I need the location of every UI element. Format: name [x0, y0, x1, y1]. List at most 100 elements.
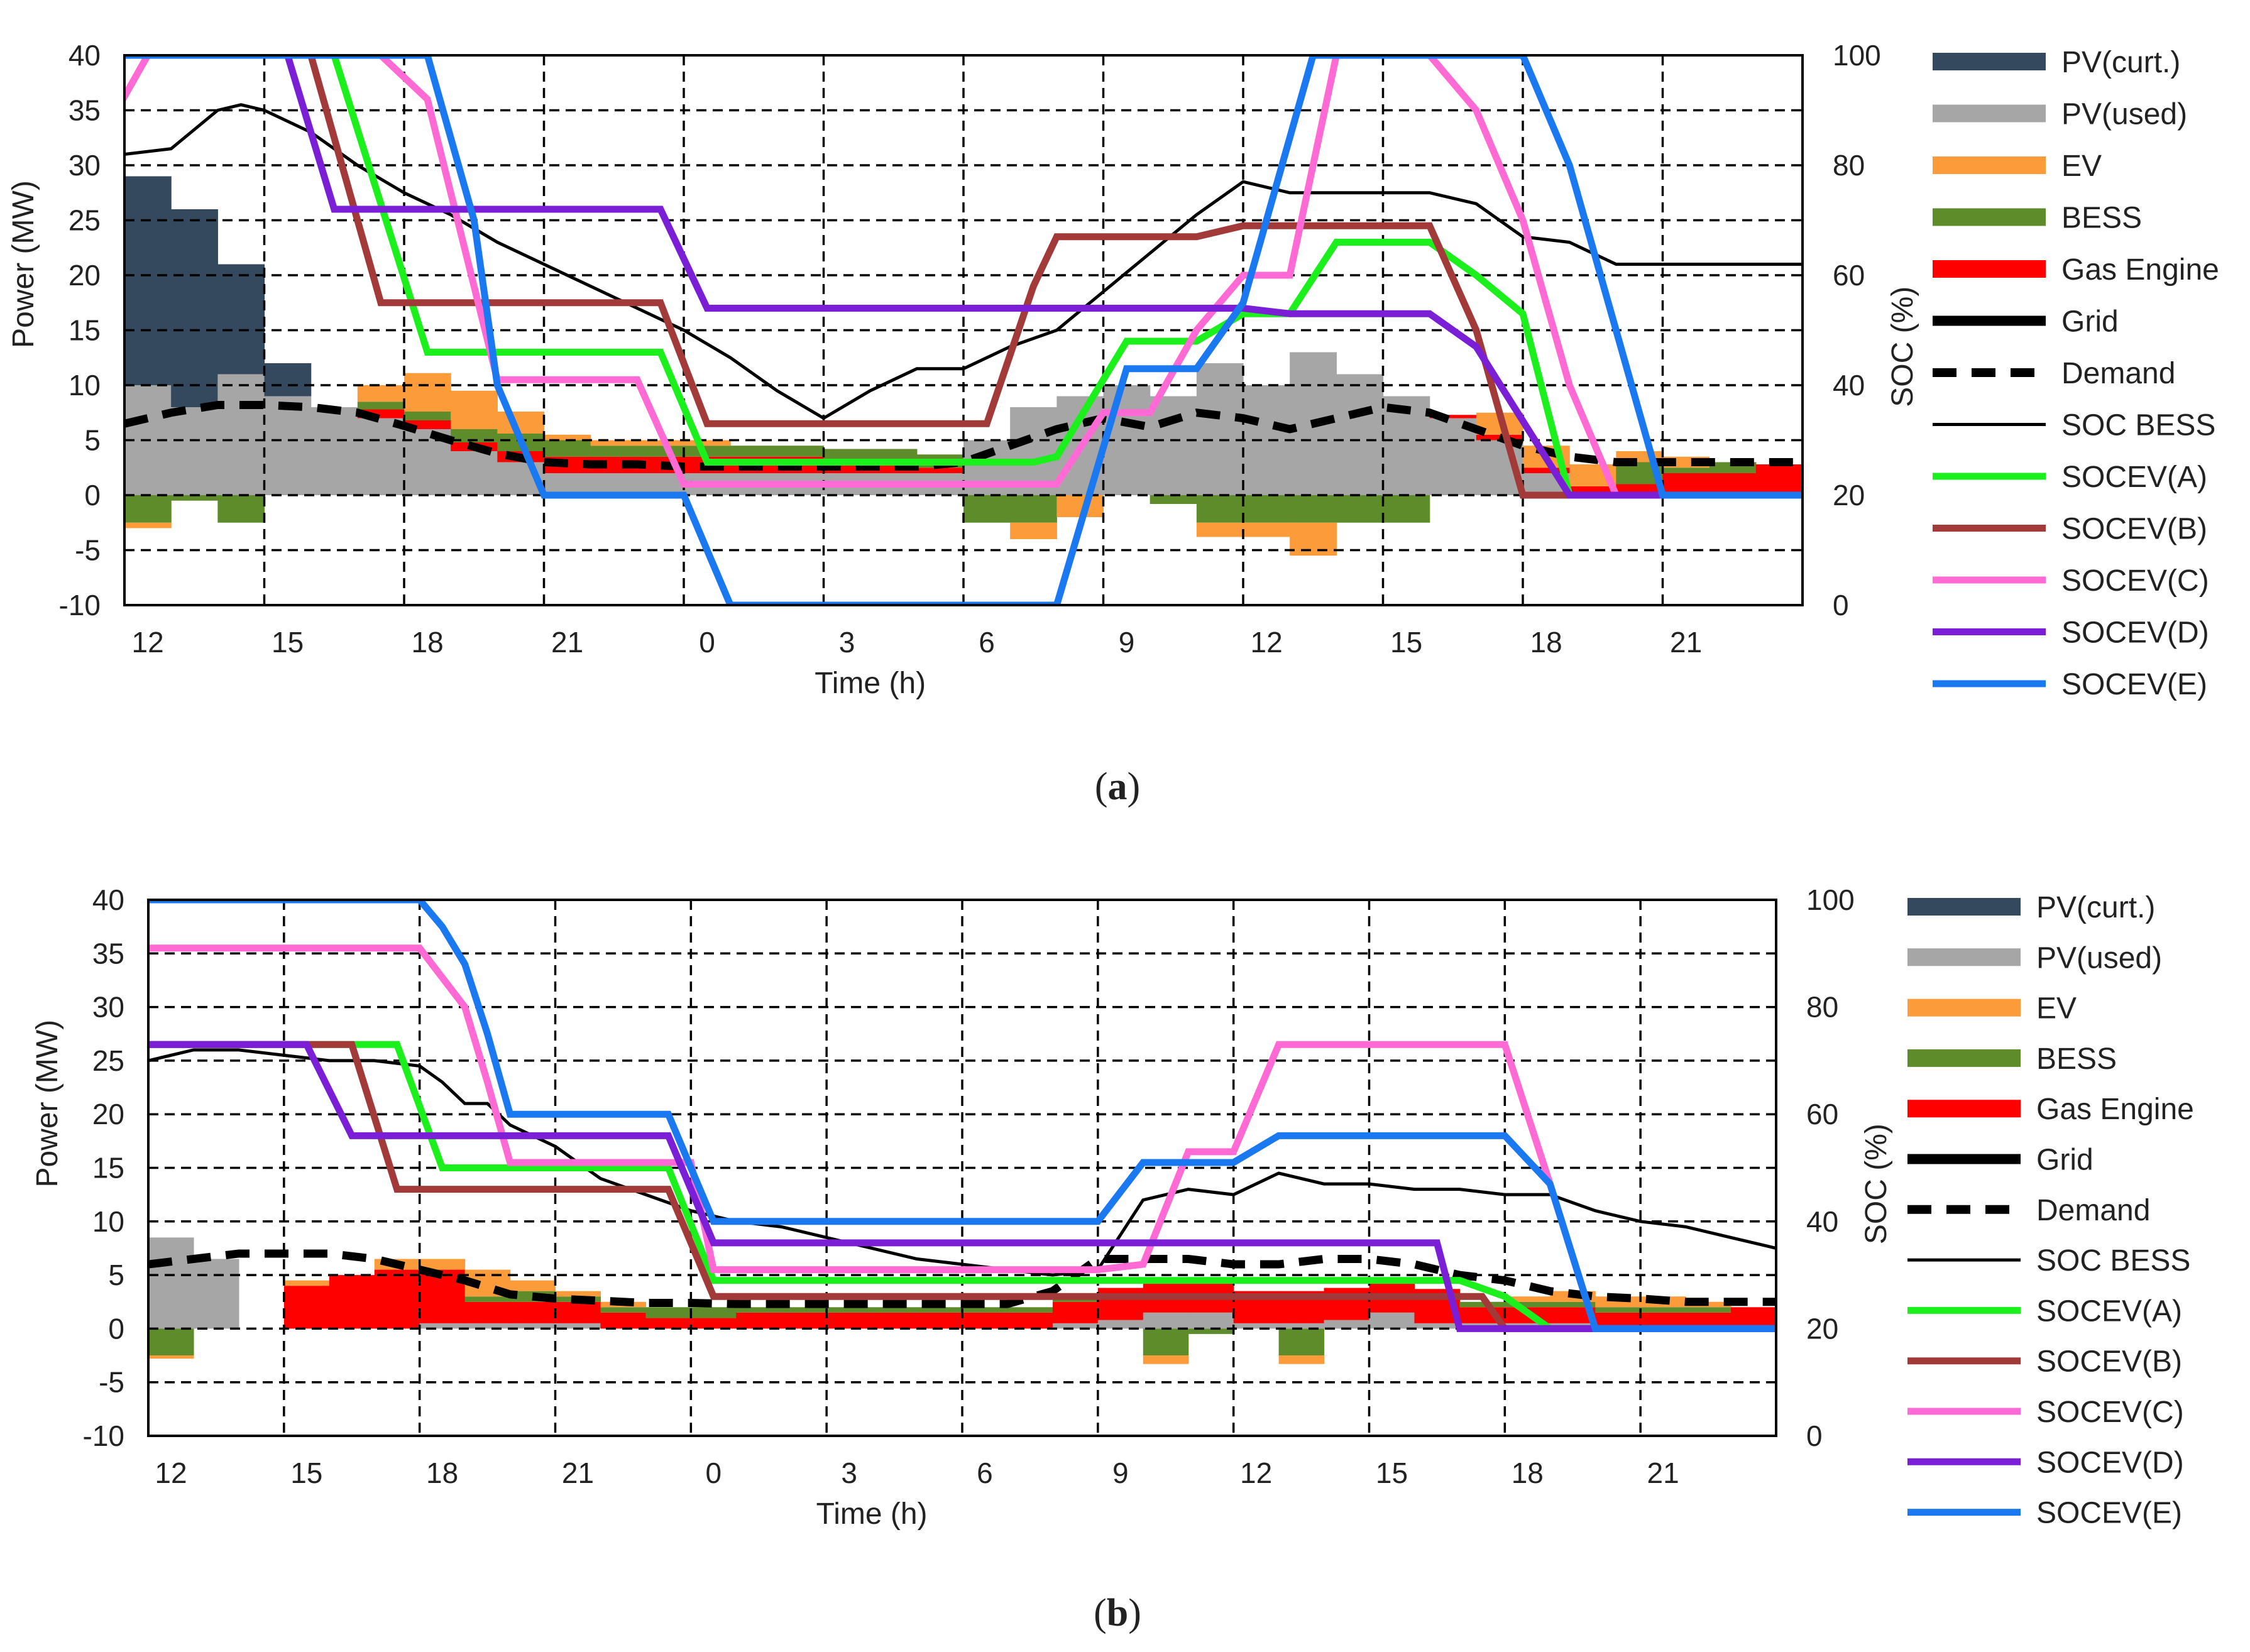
- x-tick-label: 18: [426, 1457, 458, 1489]
- bar-pv-used-20: [1052, 1323, 1099, 1329]
- bar-pv-used-21: [1097, 1320, 1144, 1329]
- bar-ev-neg-19: [1010, 522, 1057, 539]
- soc-b-line: [148, 1041, 1776, 1332]
- y2-tick-label: 60: [1833, 259, 1865, 292]
- panel-letter: b: [1107, 1592, 1128, 1634]
- bar-pv-used-9: [555, 1323, 601, 1329]
- bar-pv-used-6: [419, 1323, 466, 1329]
- bar-pv-used-22: [1150, 396, 1197, 495]
- y2-tick-label: 40: [1833, 369, 1865, 402]
- x-tick-label: 15: [290, 1457, 322, 1489]
- legend-label: Grid: [2036, 1144, 2094, 1177]
- y-tick-label: 25: [92, 1044, 124, 1077]
- x-tick-label: 18: [1530, 626, 1562, 659]
- y2-tick-label: 0: [1806, 1420, 1823, 1452]
- bar-bess-33: [1662, 468, 1710, 473]
- soc-bess-line: [148, 1048, 1776, 1277]
- bar-pv-curt-1: [171, 209, 218, 407]
- panel-caption: (a): [1095, 765, 1140, 808]
- bar-pv-used-27: [1369, 1312, 1415, 1329]
- legend-label: SOCEV(E): [2036, 1497, 2182, 1530]
- bar-ev-6: [419, 1259, 466, 1270]
- legend-label: SOCEV(A): [2061, 461, 2207, 494]
- bar-ev-30: [1505, 1296, 1550, 1302]
- bar-bess-neg-25: [1278, 1328, 1325, 1356]
- bar-gas-4: [329, 1275, 375, 1329]
- legend-label: PV(curt.): [2036, 891, 2155, 924]
- demand-line: [148, 1249, 1776, 1308]
- bar-pv-used-4: [310, 407, 358, 495]
- plot-frame: [147, 899, 1777, 1437]
- bar-bess-10: [590, 446, 638, 457]
- bar-gas-9: [555, 1301, 601, 1323]
- bar-ev-9: [555, 1291, 601, 1297]
- bar-ev-neg-23: [1196, 522, 1244, 537]
- legend-label: SOCEV(C): [2036, 1396, 2184, 1429]
- bar-pv-used-8: [510, 1323, 556, 1329]
- y2-axis-title: SOC (%): [1886, 287, 1919, 407]
- legend-label: EV: [2036, 992, 2077, 1026]
- x-tick-label: 18: [411, 626, 443, 659]
- legend-label: SOCEV(B): [2061, 513, 2207, 546]
- bar-pv-used-10: [590, 473, 638, 495]
- x-tick-label: 9: [1112, 1457, 1129, 1489]
- y-axis-title: Power (MW): [7, 180, 40, 348]
- bar-ev-neg-20: [1056, 495, 1104, 517]
- bar-bess-9: [544, 440, 591, 457]
- bar-pv-used-24: [1233, 1323, 1280, 1329]
- panel-letter: a: [1108, 765, 1128, 808]
- bar-bess-11: [637, 446, 684, 457]
- bar-pv-curt-3: [264, 363, 312, 397]
- bar-bess-neg-22: [1150, 495, 1197, 504]
- bar-bess-neg-18: [963, 495, 1011, 523]
- bar-gas-13: [736, 1312, 782, 1329]
- plot-frame: [123, 54, 1804, 606]
- legend-label: Gas Engine: [2036, 1093, 2194, 1126]
- legend-label: BESS: [2061, 202, 2142, 235]
- bar-pv-used-23: [1196, 363, 1244, 495]
- x-tick-label: 6: [979, 626, 995, 659]
- bar-ev-neg-25: [1278, 1355, 1325, 1364]
- bar-bess-15: [826, 1307, 872, 1313]
- bar-bess-34: [1686, 1307, 1731, 1313]
- bar-bess-14: [781, 1307, 827, 1313]
- bar-gas-5: [374, 1269, 420, 1329]
- bar-pv-curt-0: [124, 176, 172, 385]
- y-tick-label: 15: [69, 314, 101, 347]
- x-tick-label: 15: [1376, 1457, 1408, 1489]
- bar-bess-neg-0: [148, 1328, 194, 1356]
- bar-bess-30: [1505, 1301, 1550, 1308]
- y-tick-label: -10: [83, 1420, 124, 1452]
- bar-gas-28: [1429, 415, 1477, 418]
- y2-tick-label: 40: [1806, 1205, 1838, 1238]
- y-tick-label: 20: [69, 259, 101, 292]
- line-series: [148, 900, 1776, 1332]
- bar-bess-6: [404, 412, 451, 420]
- y-tick-label: 40: [92, 883, 124, 916]
- x-tick-label: 3: [841, 1457, 857, 1489]
- x-tick-label: 18: [1512, 1457, 1544, 1489]
- demand-line: [124, 401, 1803, 471]
- bar-bess-13: [730, 446, 777, 457]
- legend-label: Demand: [2061, 357, 2175, 390]
- bar-ev-7: [451, 390, 498, 429]
- bar-gas-34: [1709, 473, 1757, 495]
- bar-pv-used-26: [1324, 1320, 1370, 1329]
- bar-bess-12: [684, 446, 731, 457]
- bar-series: [124, 176, 1803, 556]
- bar-pv-used-5: [357, 418, 405, 495]
- x-tick-label: 12: [1240, 1457, 1272, 1489]
- legend-label: SOCEV(C): [2061, 564, 2209, 598]
- x-axis-title: Time (h): [815, 667, 926, 700]
- bar-gas-16: [872, 1312, 918, 1329]
- bar-ev-neg-0: [148, 1355, 194, 1359]
- y-tick-label: 35: [69, 94, 101, 127]
- y2-tick-label: 100: [1833, 39, 1881, 72]
- bar-pv-used-22: [1143, 1312, 1189, 1329]
- bar-bess-neg-19: [1010, 495, 1057, 523]
- bar-gas-12: [691, 1318, 737, 1329]
- bar-pv-used-28: [1429, 418, 1477, 495]
- bar-bess-neg-22: [1143, 1328, 1189, 1356]
- x-tick-label: 21: [1647, 1457, 1679, 1489]
